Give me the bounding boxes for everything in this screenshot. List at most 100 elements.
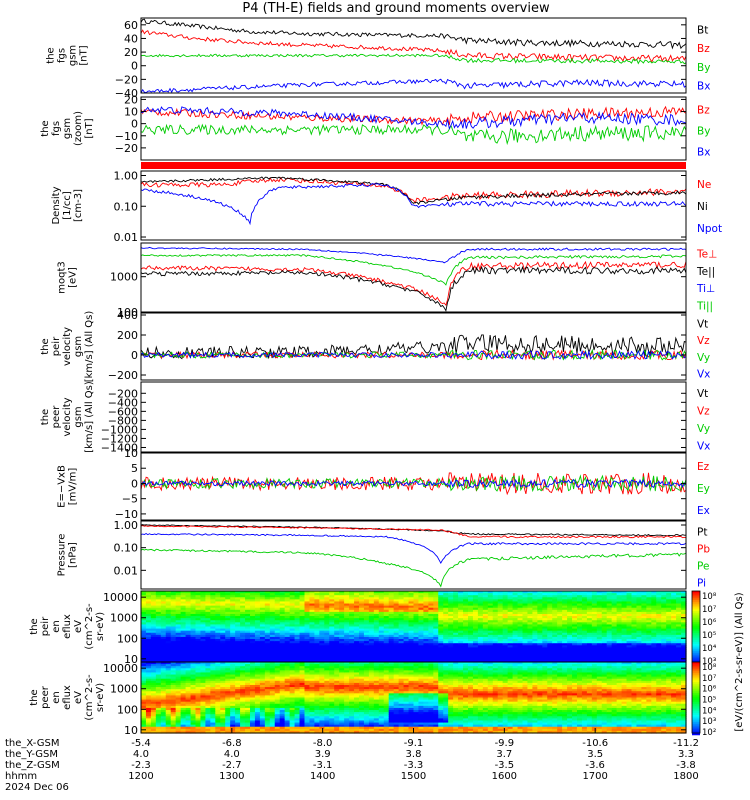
y-axis-label: the: [40, 120, 51, 136]
x-row-label: the_Y-GSM: [5, 749, 58, 760]
y-axis-label: the: [46, 47, 57, 63]
y-tick-label: 20: [124, 46, 138, 59]
y-tick-label: −400: [108, 396, 138, 409]
y-tick-label: 100: [117, 703, 138, 716]
panel-frame: [140, 96, 687, 161]
x-tick-label: 4.0: [224, 749, 240, 760]
y-axis-label: [km/s] (All Qs): [84, 381, 95, 453]
y-axis-label: gsm: [73, 406, 84, 427]
panel-11: 10000 1000 100 10 the peer en eflux eV (cm^2-s-sr…: [29, 661, 687, 737]
colorbar-tick-label: 10⁵: [702, 696, 716, 706]
colorbar-tick-label: 10⁶: [702, 685, 717, 695]
y-tick-label: 10: [124, 724, 138, 737]
legend-Vx: Vx: [697, 440, 710, 452]
x-tick-label: -9.1: [404, 738, 424, 749]
y-tick-label: 1000: [110, 271, 138, 284]
y-axis-label: [nT]: [79, 45, 90, 65]
legend-Vt: Vt: [697, 318, 708, 330]
y-axis-label: peir: [40, 616, 51, 636]
spectrogram-ion: [141, 591, 687, 663]
legend-Vz: Vz: [697, 405, 710, 417]
legend-Te||: Te||: [696, 266, 715, 278]
panel-4: 1.00 0.10 0.01 Density [1/cc] [cm-3] Ne Ni Npot: [51, 169, 722, 244]
y-tick-label: −1400: [101, 441, 138, 454]
y-tick-label: −20: [115, 142, 138, 155]
x-tick-label: -11.2: [673, 738, 699, 749]
colorbar-frame: [691, 661, 701, 734]
y-axis-label: [mV/m]: [68, 468, 79, 506]
legend-Pe: Pe: [697, 561, 709, 573]
x-tick-label: -2.7: [222, 760, 242, 771]
y-tick-label: 100: [117, 306, 138, 319]
y-axis-label: the: [29, 618, 40, 634]
y-axis-label: gsm: [62, 118, 73, 139]
x-tick-label: -8.0: [313, 738, 333, 749]
panel-10: 10000 1000 100 10 the peir en eflux eV (cm^2-s-sr…: [29, 590, 687, 666]
legend-Vx: Vx: [697, 369, 710, 381]
legend-Vt: Vt: [697, 388, 708, 400]
y-tick-label: 400: [117, 309, 138, 322]
y-axis-label: eflux: [62, 685, 73, 710]
y-axis-label: velocity: [62, 397, 73, 436]
series-Bz: [140, 105, 687, 126]
legend-Bt: Bt: [697, 24, 708, 36]
y-tick-label: 1000: [110, 683, 138, 696]
series-Ne: [140, 176, 687, 204]
y-axis-label: [nT]: [84, 118, 95, 138]
legend-By: By: [697, 126, 710, 138]
colorbar-tick-label: 10⁶: [702, 618, 717, 628]
colorbar-tick-label: 10⁷: [702, 674, 717, 684]
x-tick-label: -10.6: [582, 738, 608, 749]
series-Bt: [140, 18, 687, 50]
x-tick-label: 3.3: [678, 749, 694, 760]
y-tick-label: 60: [124, 19, 138, 32]
x-tick-label: 1400: [310, 771, 335, 782]
panel-5: 1000 100 moqt3 [eV] Te⊥ Te|| Ti⊥ Ti||: [57, 242, 717, 319]
y-axis-label: fgs: [57, 48, 68, 63]
y-axis-label: eflux: [62, 614, 73, 639]
x-tick-label: -2.3: [131, 760, 151, 771]
y-tick-label: −200: [108, 369, 138, 382]
y-axis-label: (cm^2-s-: [84, 674, 95, 721]
y-axis-label: moqt3: [57, 261, 68, 294]
panel-9: 1.00 0.10 0.01 Pressure [nPa] Pt Pb Pe Pi: [57, 519, 710, 590]
colorbar-tick-label: 10⁴: [702, 644, 717, 654]
x-tick-label: 4.0: [133, 749, 149, 760]
panel-frame: [140, 381, 687, 453]
x-row-label: the_X-GSM: [5, 738, 59, 749]
colorbar-tick-label: 10⁷: [702, 605, 717, 615]
y-tick-label: 10000: [103, 662, 138, 675]
y-tick-label: 0.10: [114, 200, 139, 213]
y-axis-label: [km/s] (All Qs): [84, 311, 95, 383]
colorbar-tick-label: 10⁵: [702, 631, 716, 641]
legend-Te⊥: Te⊥: [696, 249, 717, 261]
x-tick-label: 1500: [401, 771, 426, 782]
y-tick-label: 20: [124, 93, 138, 106]
y-tick-label: 0.01: [114, 231, 139, 244]
x-tick-label: -3.8: [676, 760, 696, 771]
legend-Ne: Ne: [697, 179, 711, 191]
colorbar-tick-label: 10²: [702, 728, 716, 738]
colorbar-tick-label: 10⁴: [702, 706, 717, 716]
y-tick-label: 0: [131, 477, 138, 490]
y-tick-label: 1.00: [114, 519, 139, 532]
y-tick-label: −20: [115, 73, 138, 86]
panel-frame: [140, 242, 687, 313]
y-tick-label: −800: [108, 414, 138, 427]
y-tick-label: −1000: [101, 423, 138, 436]
y-tick-label: −40: [115, 87, 138, 100]
figure-title: P4 (TH-E) fields and ground moments over…: [242, 1, 550, 16]
legend-Pt: Pt: [697, 527, 707, 539]
y-tick-label: −600: [108, 405, 138, 418]
series-Bz: [140, 29, 687, 63]
y-tick-label: 1.00: [114, 169, 139, 182]
x-tick-label: 1300: [219, 771, 244, 782]
y-axis-label: Density: [51, 186, 62, 224]
x-tick-label: 1700: [582, 771, 607, 782]
panel-6: 400 200 0 −200 the peir velocity gsm [km/s] (All…: [40, 309, 710, 382]
y-axis-label: the: [29, 689, 40, 705]
legend-Bz: Bz: [697, 43, 710, 55]
